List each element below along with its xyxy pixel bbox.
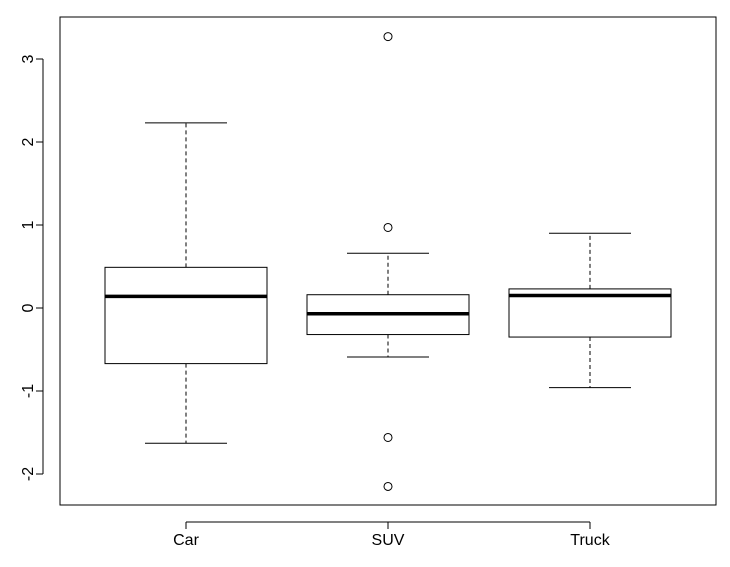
box-suv	[306, 32, 470, 491]
x-category-label: Truck	[570, 532, 610, 549]
box-car	[104, 122, 268, 444]
x-category-label: Car	[173, 532, 199, 549]
y-tick-label: -1	[20, 384, 37, 398]
y-axis: -2 -1 0 1 2 3	[20, 54, 44, 481]
outlier-point	[383, 432, 393, 442]
outlier-point	[383, 222, 393, 232]
y-tick-label: 3	[20, 54, 37, 63]
y-tick-label: -2	[20, 467, 37, 481]
x-category-label: SUV	[372, 532, 405, 549]
x-axis: Car SUV Truck	[173, 521, 611, 549]
y-tick-label: 0	[20, 303, 37, 312]
y-tick-label: 1	[20, 220, 37, 229]
y-tick-label: 2	[20, 137, 37, 146]
outlier-point	[383, 481, 393, 491]
box-truck	[508, 232, 672, 389]
outlier-point	[383, 32, 393, 42]
box-series	[104, 32, 672, 491]
plot-frame	[59, 16, 717, 506]
iqr-box	[104, 266, 268, 365]
